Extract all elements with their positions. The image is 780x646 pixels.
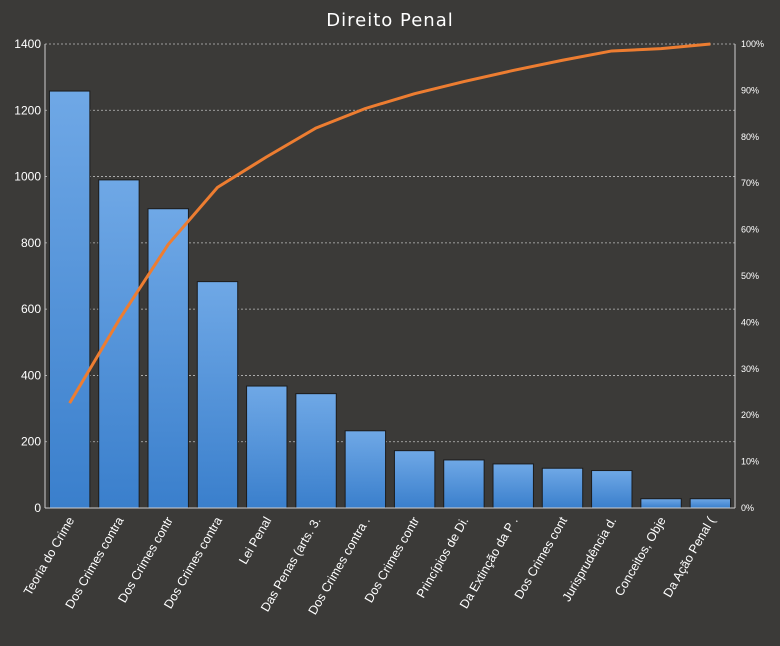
bar bbox=[640, 498, 682, 509]
y2-tick-label: 0% bbox=[741, 503, 754, 513]
y-tick-label: 400 bbox=[21, 368, 41, 382]
y2-tick-label: 100% bbox=[741, 39, 764, 49]
x-tick-label: Da Ação Penal ( bbox=[661, 514, 719, 600]
x-tick-label: Dos Crimes contr bbox=[115, 515, 175, 606]
axes bbox=[44, 44, 736, 509]
x-tick-label: Dos Crimes cont bbox=[512, 514, 571, 601]
x-tick-label: Teoria do Crime bbox=[21, 514, 77, 597]
y2-tick-label: 20% bbox=[741, 410, 759, 420]
y2-tick-label: 60% bbox=[741, 225, 759, 235]
x-tick-label: Dos Crimes contr bbox=[362, 515, 422, 606]
x-tick-label: Lei Penal bbox=[236, 515, 274, 567]
x-tick-label: Conceitos, Obje bbox=[612, 514, 669, 598]
y-tick-label: 600 bbox=[21, 302, 41, 316]
y2-tick-label: 30% bbox=[741, 364, 759, 374]
y-tick-label: 0 bbox=[34, 501, 41, 515]
bar bbox=[443, 459, 485, 509]
gridlines bbox=[45, 43, 735, 443]
bar bbox=[492, 463, 534, 509]
bar bbox=[541, 467, 584, 509]
y-tick-label: 800 bbox=[21, 236, 41, 250]
y-axis-ticks: 0 200 400 600 800 1000 1200 1400 bbox=[14, 37, 41, 515]
y-tick-label: 1400 bbox=[14, 37, 41, 51]
cumulative-line bbox=[68, 42, 711, 404]
bars bbox=[48, 90, 732, 509]
bar bbox=[393, 450, 436, 509]
bar bbox=[246, 385, 288, 509]
y-tick-label: 1000 bbox=[14, 170, 41, 184]
y2-axis-ticks: 0% 10% 20% 30% 40% 50% 60% 70% 80% 90% 100% bbox=[741, 39, 764, 513]
chart-title: Direito Penal bbox=[326, 10, 453, 31]
bar bbox=[48, 90, 91, 509]
y-tick-label: 200 bbox=[21, 435, 41, 449]
y2-tick-label: 40% bbox=[741, 317, 759, 327]
bar bbox=[147, 208, 189, 509]
y2-tick-label: 90% bbox=[741, 85, 759, 95]
y2-tick-label: 50% bbox=[741, 271, 759, 281]
y2-tick-label: 80% bbox=[741, 132, 759, 142]
bar bbox=[98, 179, 140, 509]
y-tick-label: 1200 bbox=[14, 103, 41, 117]
bar bbox=[591, 470, 633, 509]
y2-tick-label: 10% bbox=[741, 457, 759, 467]
y2-tick-label: 70% bbox=[741, 178, 759, 188]
x-tick-label: Princípios de Di. bbox=[414, 515, 472, 601]
bar bbox=[295, 393, 337, 509]
bar bbox=[689, 498, 732, 509]
bar bbox=[344, 430, 387, 509]
bar bbox=[196, 281, 239, 509]
cumulative-line-layer bbox=[68, 42, 711, 404]
x-tick-label: Jurisprudência d. bbox=[560, 515, 620, 604]
